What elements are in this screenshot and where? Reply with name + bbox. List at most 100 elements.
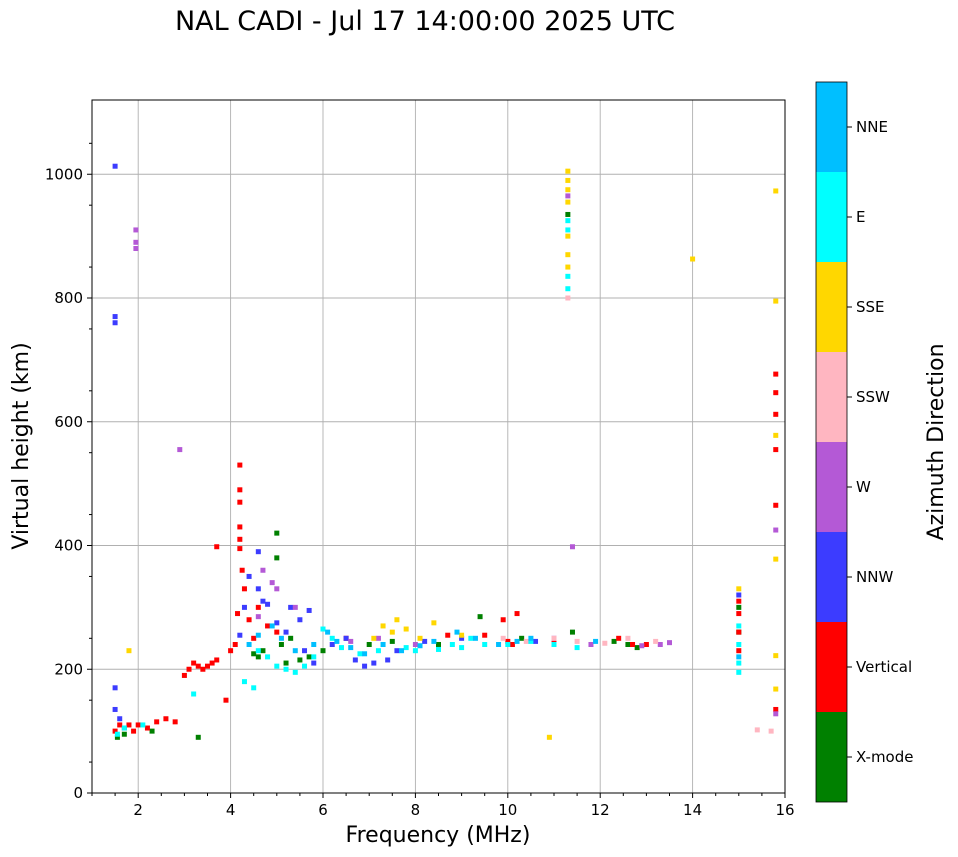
data-point-sse — [565, 252, 571, 258]
data-point-ssw — [565, 295, 571, 301]
data-point-e — [505, 642, 511, 647]
data-point-ssw — [653, 638, 659, 644]
data-point-nnw — [288, 604, 294, 610]
data-point-nne — [278, 635, 284, 641]
data-point-nnw — [112, 163, 118, 169]
data-point-w — [133, 246, 139, 251]
data-point-vertical — [616, 635, 622, 641]
data-point-x-mode — [634, 645, 640, 651]
colorbar-segment — [816, 352, 847, 442]
data-point-nnw — [422, 638, 428, 644]
data-point-nne — [496, 642, 502, 647]
data-point-vertical — [551, 638, 557, 644]
data-point-x-mode — [114, 734, 120, 740]
data-point-e — [459, 645, 465, 651]
data-point-sse — [380, 623, 386, 629]
data-point-e — [241, 679, 247, 685]
data-point-w — [667, 640, 672, 646]
data-point-e — [736, 660, 742, 666]
data-point-nnw — [255, 586, 261, 592]
data-point-vertical — [186, 666, 192, 672]
data-point-x-mode — [251, 651, 257, 657]
data-point-w — [773, 527, 779, 533]
data-point-vertical — [131, 728, 137, 734]
data-point-nnw — [260, 598, 266, 604]
data-point-vertical — [773, 411, 779, 417]
data-point-e — [736, 623, 742, 629]
data-point-vertical — [228, 648, 234, 654]
data-point-w — [565, 193, 571, 199]
colorbar-segment — [816, 622, 847, 712]
data-point-nnw — [265, 601, 271, 607]
data-point-nnw — [117, 716, 123, 722]
data-point-vertical — [505, 638, 511, 644]
data-point-vertical — [241, 586, 247, 592]
colorbar-frame — [815, 81, 848, 803]
data-point-nne — [311, 642, 317, 647]
data-point-vertical — [181, 672, 187, 678]
data-point-vertical — [255, 604, 261, 610]
data-point-vertical — [736, 648, 742, 654]
data-point-vertical — [736, 598, 742, 604]
data-point-nnw — [459, 635, 465, 641]
data-point-sse — [565, 233, 571, 239]
colorbar-tick-label: SSE — [856, 298, 885, 316]
data-point-vertical — [235, 611, 241, 617]
data-point-e — [121, 725, 127, 731]
y-tick-label: 1000 — [45, 165, 83, 183]
data-point-nnw — [394, 648, 400, 654]
data-point-sse — [773, 686, 779, 692]
points-layer — [112, 163, 779, 740]
data-point-x-mode — [565, 211, 571, 217]
data-point-vertical — [736, 629, 742, 635]
colorbar-tick-label: W — [856, 478, 871, 496]
data-point-nnw — [311, 660, 317, 666]
data-point-sse — [773, 298, 779, 304]
data-point-nnw — [306, 607, 312, 613]
y-tick-label: 400 — [54, 537, 83, 555]
data-point-nnw — [246, 573, 252, 579]
data-point-vertical — [126, 722, 132, 728]
data-point-sse — [371, 635, 377, 641]
x-tick-label: 16 — [775, 801, 794, 819]
data-point-vertical — [773, 502, 779, 508]
y-tick-label: 200 — [54, 660, 83, 678]
data-point-vertical — [773, 390, 779, 396]
data-point-vertical — [195, 663, 201, 669]
data-point-e — [436, 646, 441, 652]
colorbar-segment — [816, 262, 847, 352]
data-point-x-mode — [195, 734, 201, 740]
data-point-vertical — [736, 611, 742, 617]
data-point-e — [140, 722, 146, 728]
data-point-vertical — [482, 632, 488, 638]
chart-title: NAL CADI - Jul 17 14:00:00 2025 UTC — [174, 6, 676, 37]
data-point-vertical — [144, 725, 150, 731]
data-point-vertical — [237, 462, 243, 468]
data-point-ssw — [500, 635, 506, 641]
data-point-nnw — [343, 635, 349, 641]
data-point-vertical — [445, 632, 451, 638]
data-point-nne — [334, 638, 340, 644]
x-tick-label: 2 — [133, 801, 143, 819]
data-point-vertical — [214, 544, 220, 550]
data-point-nne — [269, 623, 275, 629]
data-point-w — [260, 567, 266, 573]
data-point-e — [565, 286, 571, 292]
x-tick-label: 12 — [591, 801, 610, 819]
plot-frame — [91, 99, 786, 794]
data-point-e — [265, 654, 271, 660]
colorbar-segment — [816, 532, 847, 622]
data-point-x-mode — [121, 731, 127, 737]
data-point-vertical — [500, 617, 506, 623]
data-point-sse — [126, 648, 132, 654]
grid-layer — [92, 100, 785, 793]
data-point-nnw — [329, 642, 335, 647]
data-point-vertical — [237, 499, 243, 505]
data-point-vertical — [773, 447, 779, 453]
data-point-ssw — [523, 638, 529, 644]
data-point-sse — [546, 734, 552, 740]
ticks-layer: 2 4 6 8 10 12 14 16 0 200 400 600 800 1000 — [45, 142, 795, 819]
data-point-nne — [362, 651, 368, 657]
data-point-x-mode — [283, 660, 289, 666]
